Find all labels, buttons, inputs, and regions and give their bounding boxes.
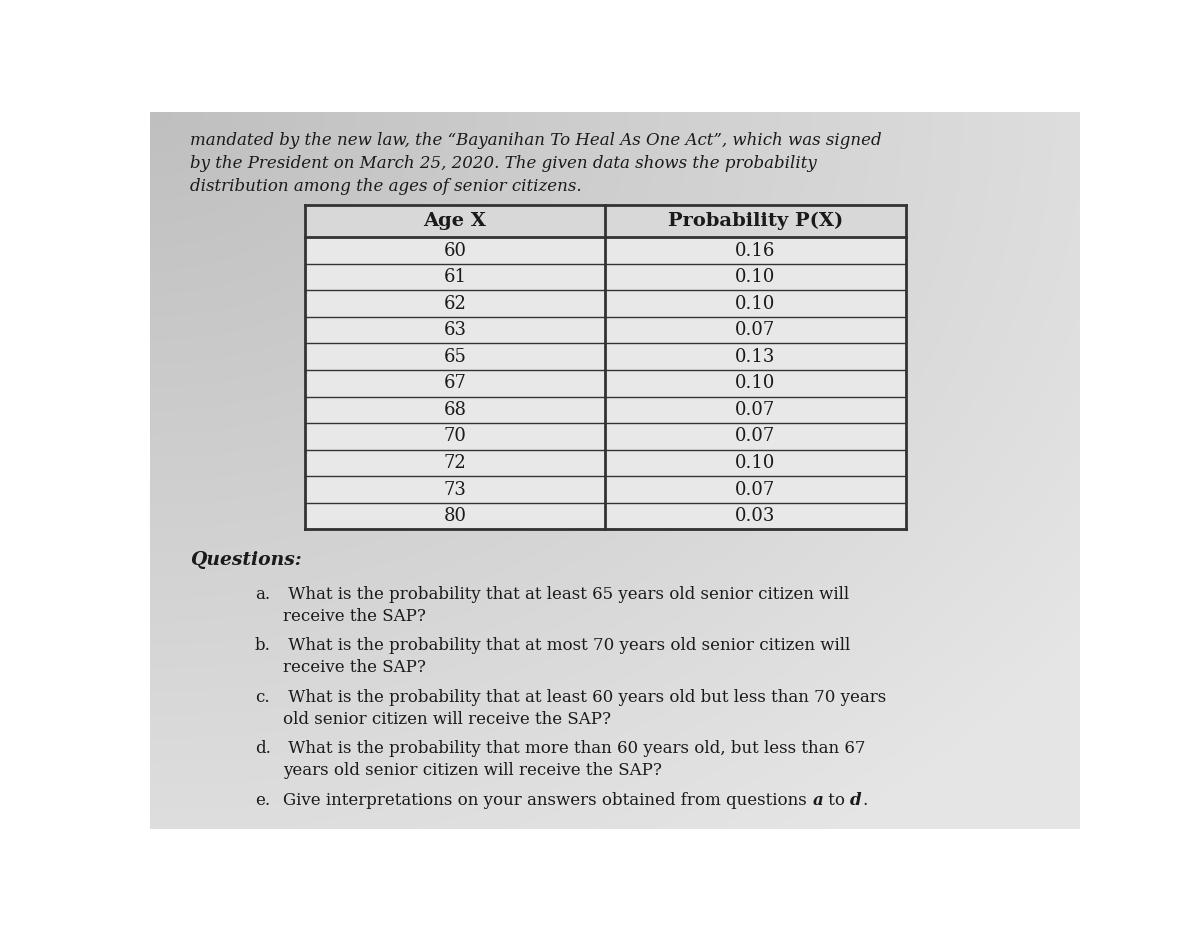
Text: receive the SAP?: receive the SAP? — [283, 608, 426, 625]
Text: to: to — [823, 792, 851, 809]
Text: 60: 60 — [444, 241, 467, 260]
Text: old senior citizen will receive the SAP?: old senior citizen will receive the SAP? — [283, 710, 611, 728]
Text: 0.10: 0.10 — [736, 294, 775, 313]
Text: What is the probability that at most 70 years old senior citizen will: What is the probability that at most 70 … — [283, 637, 851, 654]
Text: a: a — [812, 792, 823, 809]
Bar — [305, 205, 906, 237]
Text: years old senior citizen will receive the SAP?: years old senior citizen will receive th… — [283, 762, 662, 779]
Text: 61: 61 — [444, 268, 467, 286]
Text: distribution among the ages of senior citizens.: distribution among the ages of senior ci… — [191, 178, 582, 195]
Text: a.: a. — [254, 586, 270, 602]
Text: Give interpretations on your answers obtained from questions: Give interpretations on your answers obt… — [283, 792, 812, 809]
Text: d: d — [851, 792, 862, 809]
Text: receive the SAP?: receive the SAP? — [283, 659, 426, 676]
Text: 72: 72 — [444, 454, 467, 472]
Text: 73: 73 — [444, 480, 467, 499]
Text: 65: 65 — [444, 348, 467, 366]
Text: 0.10: 0.10 — [736, 374, 775, 392]
Text: 0.07: 0.07 — [736, 401, 775, 419]
Text: 0.07: 0.07 — [736, 427, 775, 445]
Text: 0.10: 0.10 — [736, 268, 775, 286]
Text: c.: c. — [254, 689, 269, 706]
Text: 0.16: 0.16 — [736, 241, 775, 260]
Text: 67: 67 — [444, 374, 467, 392]
Text: 80: 80 — [444, 507, 467, 525]
Text: Age X: Age X — [424, 212, 486, 230]
Text: 63: 63 — [444, 321, 467, 339]
Text: 0.03: 0.03 — [736, 507, 775, 525]
Text: 70: 70 — [444, 427, 467, 445]
Text: 0.10: 0.10 — [736, 454, 775, 472]
Text: Probability P(X): Probability P(X) — [667, 212, 842, 230]
Text: Questions:: Questions: — [191, 551, 302, 569]
Text: .: . — [862, 792, 868, 809]
Text: 0.13: 0.13 — [736, 348, 775, 366]
Text: 0.07: 0.07 — [736, 321, 775, 339]
Text: d.: d. — [254, 740, 270, 758]
Text: 68: 68 — [444, 401, 467, 419]
Text: What is the probability that at least 60 years old but less than 70 years: What is the probability that at least 60… — [283, 689, 887, 706]
Text: 62: 62 — [444, 294, 467, 313]
Text: What is the probability that more than 60 years old, but less than 67: What is the probability that more than 6… — [283, 740, 866, 758]
Text: What is the probability that at least 65 years old senior citizen will: What is the probability that at least 65… — [283, 586, 850, 602]
Text: b.: b. — [254, 637, 270, 654]
Text: e.: e. — [254, 792, 270, 809]
Text: mandated by the new law, the “Bayanihan To Heal As One Act”, which was signed: mandated by the new law, the “Bayanihan … — [191, 132, 882, 149]
Text: 0.07: 0.07 — [736, 480, 775, 499]
Text: by the President on March 25, 2020. The given data shows the probability: by the President on March 25, 2020. The … — [191, 155, 817, 172]
Bar — [305, 205, 906, 530]
